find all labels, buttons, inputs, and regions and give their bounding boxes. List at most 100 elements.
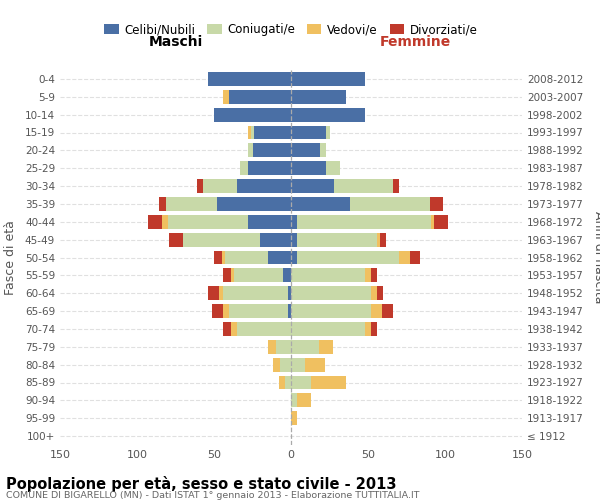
Bar: [214, 108, 291, 122]
Bar: [326, 161, 340, 175]
Bar: [212, 304, 223, 318]
Bar: [430, 197, 443, 211]
Bar: [377, 286, 383, 300]
Bar: [350, 197, 430, 211]
Bar: [248, 144, 253, 158]
Text: Maschi: Maschi: [148, 36, 203, 50]
Bar: [291, 144, 320, 158]
Bar: [234, 268, 283, 282]
Bar: [268, 340, 275, 354]
Bar: [248, 215, 291, 229]
Bar: [380, 232, 386, 246]
Bar: [148, 215, 161, 229]
Bar: [434, 215, 448, 229]
Bar: [377, 232, 380, 246]
Bar: [214, 250, 222, 264]
Bar: [222, 250, 225, 264]
Bar: [231, 322, 237, 336]
Bar: [291, 215, 297, 229]
Bar: [365, 322, 371, 336]
Bar: [288, 304, 291, 318]
Bar: [291, 268, 365, 282]
Bar: [229, 304, 288, 318]
Bar: [297, 250, 399, 264]
Bar: [291, 90, 346, 104]
Bar: [223, 286, 288, 300]
Bar: [311, 376, 346, 390]
Bar: [158, 197, 166, 211]
Bar: [283, 268, 291, 282]
Bar: [291, 304, 371, 318]
Bar: [382, 304, 392, 318]
Bar: [305, 358, 325, 372]
Bar: [399, 250, 410, 264]
Bar: [291, 250, 297, 264]
Bar: [371, 322, 377, 336]
Bar: [240, 161, 248, 175]
Bar: [260, 232, 291, 246]
Legend: Celibi/Nubili, Coniugati/e, Vedovi/e, Divorziati/e: Celibi/Nubili, Coniugati/e, Vedovi/e, Di…: [101, 20, 481, 40]
Bar: [197, 179, 203, 193]
Bar: [297, 215, 431, 229]
Bar: [371, 286, 377, 300]
Bar: [291, 286, 371, 300]
Bar: [272, 358, 280, 372]
Bar: [248, 161, 291, 175]
Bar: [223, 304, 229, 318]
Bar: [291, 72, 365, 86]
Bar: [168, 215, 248, 229]
Bar: [183, 232, 260, 246]
Bar: [392, 179, 399, 193]
Bar: [275, 340, 291, 354]
Bar: [291, 197, 350, 211]
Bar: [326, 126, 329, 140]
Bar: [229, 90, 291, 104]
Text: Femmine: Femmine: [380, 36, 451, 50]
Bar: [251, 126, 254, 140]
Bar: [268, 250, 291, 264]
Bar: [169, 232, 183, 246]
Bar: [223, 322, 231, 336]
Bar: [371, 304, 382, 318]
Bar: [410, 250, 421, 264]
Bar: [291, 161, 326, 175]
Bar: [208, 72, 291, 86]
Bar: [291, 108, 365, 122]
Bar: [334, 179, 392, 193]
Bar: [431, 215, 434, 229]
Bar: [291, 232, 297, 246]
Bar: [291, 358, 305, 372]
Bar: [291, 322, 365, 336]
Bar: [203, 179, 237, 193]
Bar: [291, 340, 319, 354]
Bar: [285, 376, 291, 390]
Bar: [254, 126, 291, 140]
Bar: [297, 232, 377, 246]
Bar: [365, 268, 371, 282]
Bar: [280, 358, 291, 372]
Y-axis label: Anni di nascita: Anni di nascita: [592, 211, 600, 304]
Bar: [297, 394, 311, 407]
Bar: [291, 411, 297, 425]
Bar: [217, 197, 291, 211]
Bar: [371, 268, 377, 282]
Bar: [223, 268, 231, 282]
Bar: [320, 144, 326, 158]
Bar: [291, 394, 297, 407]
Bar: [208, 286, 218, 300]
Text: COMUNE DI BIGARELLO (MN) - Dati ISTAT 1° gennaio 2013 - Elaborazione TUTTITALIA.: COMUNE DI BIGARELLO (MN) - Dati ISTAT 1°…: [6, 491, 419, 500]
Bar: [225, 250, 268, 264]
Bar: [223, 90, 229, 104]
Y-axis label: Fasce di età: Fasce di età: [4, 220, 17, 295]
Bar: [319, 340, 332, 354]
Bar: [291, 376, 311, 390]
Text: Popolazione per età, sesso e stato civile - 2013: Popolazione per età, sesso e stato civil…: [6, 476, 397, 492]
Bar: [237, 322, 291, 336]
Bar: [253, 144, 291, 158]
Bar: [231, 268, 234, 282]
Bar: [278, 376, 285, 390]
Bar: [166, 197, 217, 211]
Bar: [237, 179, 291, 193]
Bar: [291, 179, 334, 193]
Bar: [248, 126, 251, 140]
